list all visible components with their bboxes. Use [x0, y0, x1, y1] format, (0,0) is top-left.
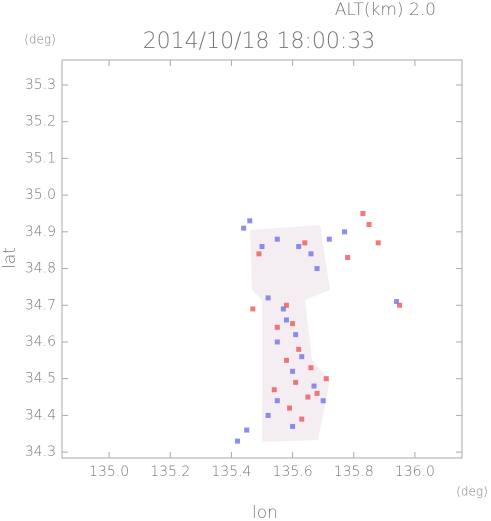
echo-point	[299, 354, 305, 360]
y-unit: (deg)	[24, 33, 56, 47]
y-tick-label: 34.9	[25, 224, 56, 240]
x-tick-label: 135.6	[273, 464, 313, 480]
echo-point	[290, 321, 296, 327]
y-axis-label: lat	[0, 247, 20, 269]
echo-point	[311, 383, 317, 389]
echo-point	[265, 412, 271, 418]
echo-point	[397, 302, 403, 308]
echo-point	[287, 405, 293, 411]
echo-point	[241, 225, 247, 231]
echo-point	[314, 390, 320, 396]
echo-point	[274, 398, 280, 404]
echo-point	[314, 266, 320, 272]
echo-point	[247, 218, 253, 224]
y-tick-label: 34.5	[25, 371, 56, 387]
x-tick-label: 135.4	[211, 464, 251, 480]
y-tick-label: 35.1	[25, 150, 56, 166]
y-tick-label: 34.3	[25, 444, 56, 460]
echo-area	[250, 225, 330, 442]
echo-point	[283, 317, 289, 323]
plot-frame	[61, 59, 463, 459]
echo-point	[259, 244, 265, 250]
echo-point	[250, 306, 256, 312]
x-unit: (deg)	[456, 485, 488, 499]
echo-point	[293, 379, 299, 385]
echo-point	[345, 255, 351, 261]
echo-point	[326, 236, 332, 242]
echo-point	[342, 229, 348, 235]
echo-point	[274, 236, 280, 242]
echo-point	[296, 346, 302, 352]
echo-point	[305, 394, 311, 400]
echo-point	[308, 251, 314, 257]
echo-point	[299, 416, 305, 422]
y-tick-label: 34.4	[25, 407, 56, 423]
echo-point	[244, 427, 250, 433]
y-tick-label: 34.8	[25, 261, 56, 277]
echo-point	[323, 376, 329, 382]
echo-point	[360, 210, 366, 216]
echo-point	[283, 357, 289, 363]
echo-point	[296, 244, 302, 250]
y-tick-label: 34.7	[25, 297, 56, 313]
x-tick-label: 136.0	[395, 464, 435, 480]
echo-point	[290, 423, 296, 429]
y-tick-label: 34.6	[25, 334, 56, 350]
x-tick-label: 135.2	[150, 464, 190, 480]
y-tick-label: 35.2	[25, 114, 56, 130]
echo-point	[235, 438, 241, 444]
echo-point	[366, 221, 372, 227]
chart-title: 2014/10/18 18:00:33	[143, 29, 376, 54]
echo-point	[271, 387, 277, 393]
echo-point	[280, 306, 286, 312]
echo-point	[265, 295, 271, 301]
echo-point	[394, 299, 400, 305]
echo-point	[302, 240, 308, 246]
y-tick-label: 35.0	[25, 187, 56, 203]
echo-point	[293, 332, 299, 338]
x-tick-label: 135.0	[89, 464, 129, 480]
x-axis-label: lon	[252, 503, 278, 521]
echo-point	[308, 365, 314, 371]
echo-point	[274, 324, 280, 330]
y-tick-label: 35.3	[25, 77, 56, 93]
echo-point	[256, 251, 262, 257]
echo-point	[283, 302, 289, 308]
altitude-label: ALT(km) 2.0	[335, 0, 436, 20]
x-tick-label: 135.8	[334, 464, 374, 480]
echo-point	[375, 240, 381, 246]
echo-point	[320, 398, 326, 404]
echo-point	[290, 368, 296, 374]
echo-point	[274, 339, 280, 345]
